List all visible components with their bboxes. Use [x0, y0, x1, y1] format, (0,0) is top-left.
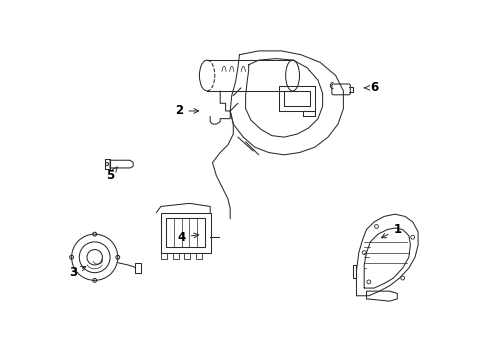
Bar — [173, 253, 179, 259]
Bar — [196, 253, 202, 259]
Text: 4: 4 — [177, 231, 198, 244]
Text: 1: 1 — [381, 223, 401, 238]
Text: 5: 5 — [106, 167, 117, 182]
Bar — [183, 253, 190, 259]
Text: 2: 2 — [175, 104, 198, 117]
Text: 6: 6 — [364, 81, 378, 94]
Bar — [166, 218, 204, 247]
Bar — [161, 253, 167, 259]
Text: 3: 3 — [69, 266, 85, 279]
Bar — [161, 213, 210, 253]
